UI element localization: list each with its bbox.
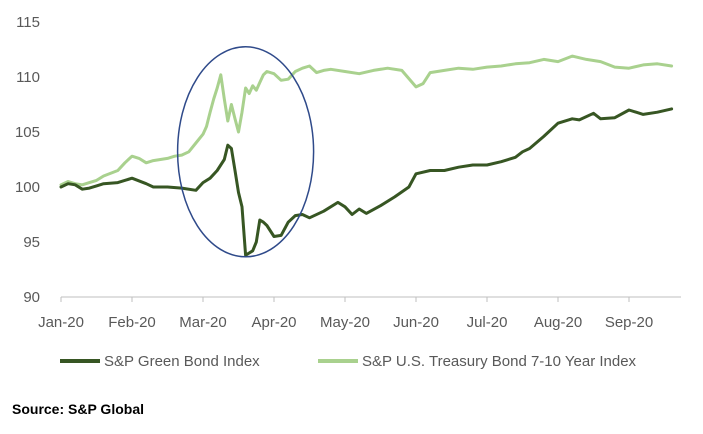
highlight-ellipse [176, 46, 315, 258]
y-axis: 90 95 100 105 110 115 [15, 14, 40, 306]
x-tick-label: Mar-20 [179, 314, 227, 331]
x-tick-label: May-20 [320, 314, 370, 331]
series-lines [59, 54, 674, 257]
y-tick-label: 115 [16, 14, 40, 31]
source-note: Source: S&P Global [12, 401, 144, 417]
series-line-green-bond [59, 107, 674, 257]
x-tick-label: Jul-20 [467, 314, 508, 331]
x-tick-label: Apr-20 [251, 314, 296, 331]
series-line-treasury [59, 54, 674, 187]
annotation-ellipse [176, 46, 315, 258]
x-tick-label: Aug-20 [534, 314, 582, 331]
y-tick-label: 90 [23, 289, 40, 306]
x-axis: Jan-20 Feb-20 Mar-20 Apr-20 May-20 Jun-20 Jul-… [38, 296, 681, 331]
x-tick-label: Jan-20 [38, 314, 84, 331]
x-tick-label: Jun-20 [393, 314, 439, 331]
x-tick-label: Sep-20 [605, 314, 653, 331]
legend-label: S&P U.S. Treasury Bond 7-10 Year Index [362, 353, 637, 370]
y-tick-label: 100 [15, 179, 40, 196]
legend: S&P Green Bond Index S&P U.S. Treasury Bo… [60, 353, 637, 370]
x-tick-label: Feb-20 [108, 314, 156, 331]
y-tick-label: 105 [15, 124, 40, 141]
y-tick-label: 95 [23, 234, 40, 251]
legend-label: S&P Green Bond Index [104, 353, 260, 370]
y-tick-label: 110 [16, 69, 40, 86]
